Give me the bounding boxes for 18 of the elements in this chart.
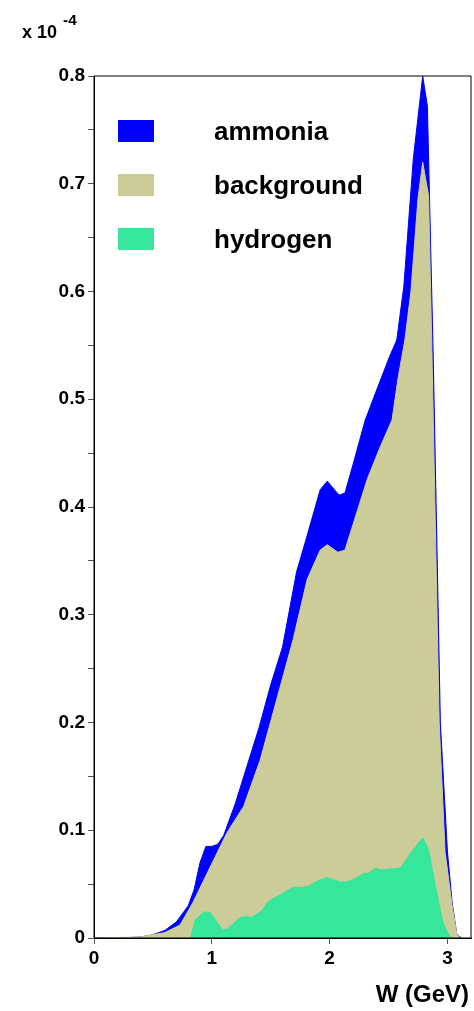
y-tick-label: 0.6: [58, 279, 85, 301]
x-tick-label: 1: [206, 946, 218, 968]
y-tick-label: 0.5: [58, 387, 86, 409]
legend-label: hydrogen: [214, 224, 333, 254]
y-tick-label: 0.1: [58, 818, 86, 840]
legend-label: background: [214, 170, 363, 200]
x-tick-label: 3: [442, 946, 453, 968]
x-tick-label: 2: [324, 946, 335, 968]
y-tick-label: 0.2: [58, 710, 85, 732]
y-tick-label: 0.3: [58, 602, 85, 624]
y-axis-title: x 10-4: [22, 10, 78, 42]
x-axis-title: W (GeV): [375, 980, 469, 1007]
legend-label: ammonia: [214, 116, 329, 146]
y-tick-label: 0: [74, 926, 85, 948]
y-tick-label: 0.4: [58, 495, 86, 517]
y-tick-label: 0.8: [58, 64, 85, 86]
y-tick-label: 0.7: [58, 171, 85, 193]
x-tick-label: 0: [88, 946, 100, 968]
